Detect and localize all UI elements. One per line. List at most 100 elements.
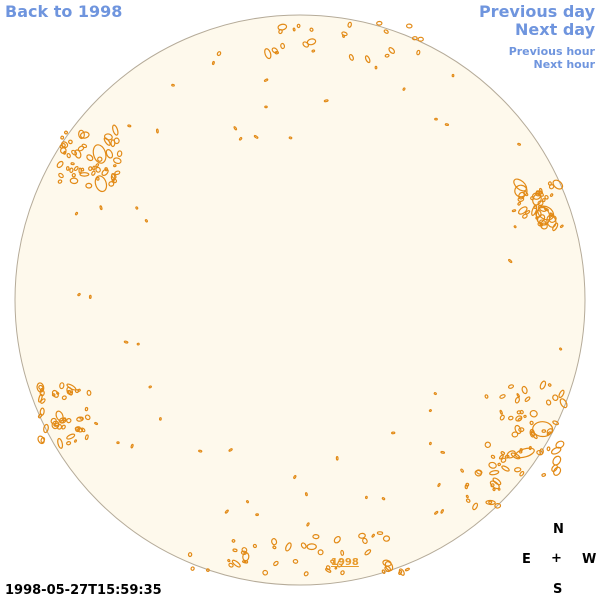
contour-feature — [497, 487, 501, 491]
contour-feature — [499, 409, 503, 415]
contour-feature — [440, 450, 446, 454]
contour-feature — [57, 437, 64, 449]
back-to-year-link[interactable]: Back to 1998 — [5, 2, 123, 21]
contour-feature — [88, 294, 92, 299]
contour-feature — [71, 149, 78, 156]
compass-north: N — [553, 522, 564, 537]
contour-feature — [391, 431, 396, 435]
contour-feature — [306, 543, 317, 551]
contour-feature — [546, 428, 554, 435]
contour-feature — [541, 429, 547, 433]
contour-feature — [517, 201, 522, 206]
contour-feature — [63, 417, 67, 422]
contour-feature — [85, 182, 93, 189]
contour-feature — [525, 210, 531, 215]
contour-feature — [492, 477, 502, 486]
contour-feature — [187, 552, 193, 558]
contour-feature — [66, 386, 74, 396]
contour-feature — [88, 166, 93, 171]
contour-feature — [264, 48, 272, 60]
contour-feature — [224, 509, 229, 514]
contour-feature — [43, 423, 49, 434]
contour-feature — [311, 49, 316, 53]
contour-feature — [531, 205, 538, 216]
contour-feature — [508, 415, 514, 421]
contour-feature — [130, 443, 134, 449]
contour-feature — [552, 222, 559, 232]
contour-feature — [541, 198, 546, 203]
contour-feature — [384, 53, 390, 58]
contour-feature — [74, 426, 81, 433]
previous-day-link[interactable]: Previous day — [478, 2, 595, 21]
contour-feature — [451, 73, 455, 78]
contour-feature — [288, 136, 293, 140]
next-day-link[interactable]: Next day — [515, 20, 595, 39]
contour-feature — [78, 129, 85, 140]
contour-feature — [417, 36, 424, 42]
contour-feature — [549, 212, 554, 216]
contour-feature — [264, 105, 268, 109]
contour-feature — [434, 117, 438, 121]
contour-feature — [531, 431, 538, 440]
contour-feature — [553, 466, 562, 476]
contour-feature — [388, 47, 396, 54]
contour-feature — [303, 571, 309, 577]
contour-feature — [300, 542, 307, 549]
contour-feature — [518, 191, 525, 200]
contour-feature — [440, 509, 444, 514]
contour-feature — [94, 175, 108, 193]
contour-feature — [428, 441, 432, 446]
contour-feature — [77, 145, 85, 152]
compass-west: W — [582, 552, 597, 567]
contour-feature — [227, 558, 231, 563]
contour-feature — [69, 177, 79, 185]
contour-feature — [97, 156, 103, 162]
contour-feature — [190, 566, 195, 571]
contour-feature — [518, 427, 525, 433]
previous-hour-link[interactable]: Previous hour — [508, 45, 595, 58]
contour-feature — [73, 439, 78, 443]
contour-feature — [95, 163, 100, 168]
contour-feature — [529, 420, 534, 426]
contour-feature — [61, 424, 66, 430]
next-hour-link[interactable]: Next hour — [533, 58, 596, 71]
contour-feature — [116, 150, 123, 158]
contour-feature — [95, 166, 101, 173]
contour-feature — [232, 548, 238, 553]
contour-feature — [552, 455, 562, 466]
contour-feature — [552, 179, 564, 190]
contour-feature — [535, 206, 551, 226]
contour-feature — [285, 542, 292, 552]
contour-feature — [444, 123, 450, 127]
contour-feature — [273, 560, 279, 567]
contour-feature — [263, 78, 269, 82]
contour-feature — [262, 569, 269, 576]
contour-feature — [40, 398, 46, 404]
contour-feature — [171, 83, 175, 87]
contour-feature — [135, 206, 139, 210]
contour-feature — [238, 136, 243, 141]
contour-feature — [474, 469, 483, 477]
contour-feature — [252, 543, 257, 549]
contour-feature — [296, 23, 301, 29]
contour-feature — [517, 142, 522, 146]
contour-feature — [50, 417, 57, 425]
contour-feature — [38, 384, 44, 390]
contour-feature — [86, 154, 94, 162]
contour-feature — [60, 135, 65, 140]
year-link[interactable]: 1998 — [331, 557, 359, 568]
contour-feature — [271, 538, 278, 546]
contour-feature — [37, 413, 43, 419]
contour-feature — [510, 452, 521, 460]
contour-feature — [61, 395, 67, 401]
contour-feature — [402, 87, 406, 91]
contour-feature — [148, 385, 152, 389]
contour-feature — [92, 144, 107, 164]
contour-feature — [358, 532, 366, 539]
contour-feature — [341, 31, 348, 37]
contour-feature — [66, 441, 72, 446]
contour-feature — [309, 27, 314, 32]
contour-feature — [216, 51, 222, 57]
contour-feature — [376, 531, 384, 536]
contour-feature — [333, 535, 341, 544]
